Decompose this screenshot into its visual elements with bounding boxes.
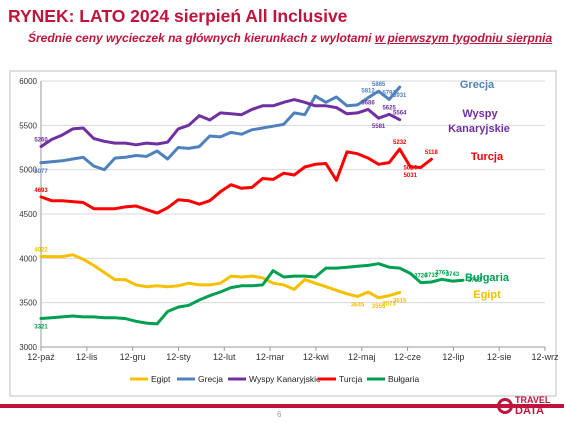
data-label: 3733 [425,273,439,279]
series-line-egipt [39,253,402,300]
data-label: 3321 [34,325,48,331]
data-label: 5024 [403,166,417,172]
x-tick-label: 12-gru [120,352,146,362]
data-label: 3753 [468,278,482,284]
footer-bar [0,404,564,408]
x-tick-label: 12-maj [348,352,376,362]
logo-line1: TRAVEL [515,395,551,405]
series-line-grecja [39,85,402,172]
y-tick-label: 5000 [19,166,37,175]
data-label: 3743 [446,272,460,278]
data-label: 5232 [393,140,407,146]
data-label: 5793 [382,90,396,96]
data-label: 4022 [34,247,48,253]
x-tick-label: 12-lut [213,352,236,362]
data-label: 3555 [372,304,386,310]
data-label: 5581 [372,124,386,130]
series-end-label: Grecja [460,79,495,91]
data-label: 5931 [393,93,407,99]
data-label: 5885 [372,82,386,88]
series-end-label: Turcja [471,151,504,163]
x-tick-label: 12-mar [256,352,285,362]
data-label: 5077 [34,169,48,175]
x-tick-label: 12-lip [442,352,464,362]
data-label: 3763 [435,270,449,276]
chart-legend: Egipt Grecja Wyspy Kanaryjskie Turcja Bułgar… [130,374,419,384]
series-end-label: Kanaryjskie [448,123,510,135]
series-end-label: Egipt [473,289,501,301]
travel-data-logo: TRAVEL DATA [497,394,561,420]
series-line-bułgaria [39,262,465,326]
data-label: 5118 [425,150,439,156]
series-end-label: Bułgaria [465,272,510,284]
legend-label: Turcja [339,374,363,384]
slide-subtitle: Średnie ceny wycieczek na głównych kieru… [28,31,552,45]
data-label: 4693 [34,188,48,194]
legend-label: Egipt [151,374,171,384]
legend-label: Wyspy Kanaryjskie [249,374,321,384]
y-tick-label: 3500 [19,299,37,308]
y-tick-label: 3000 [19,343,37,352]
y-tick-label: 5500 [19,121,37,130]
data-label: 5031 [404,173,418,179]
data-label: 5564 [393,111,407,117]
x-tick-label: 12-sie [487,352,512,362]
data-label: 3645 [351,302,365,308]
data-label: 5625 [382,105,396,111]
y-tick-label: 4000 [19,254,37,263]
data-label: 3573 [382,302,396,308]
series-end-labels: Egipt Grecja Wyspy Kanaryjskie Turcja Bułgari… [448,79,510,301]
x-tick-label: 12-wrz [531,352,559,362]
legend-label: Grecja [198,374,223,384]
page-number: 6 [277,410,282,419]
slide-title: RYNEK: LATO 2024 sierpień All Inclusive [8,6,348,26]
series-line-turcja [39,147,433,215]
logo-ring-icon [497,398,513,414]
y-tick-label: 6000 [19,77,37,86]
legend-label: Bułgaria [388,374,419,384]
subtitle-underlined: w pierwszym tygodniu sierpnia [374,31,553,45]
data-label: 3615 [393,298,407,304]
x-tick-label: 12-lis [76,352,98,362]
x-tick-label: 12-cze [394,352,421,362]
data-label: 5686 [361,100,375,106]
y-tick-label: 4500 [19,210,37,219]
series-lines [39,85,465,326]
x-tick-label: 12-paź [27,352,55,362]
logo-line2: DATA [515,405,544,417]
x-tick-label: 12-sty [166,352,191,362]
series-line-wyspy-kanaryjskie [39,98,402,149]
data-label: 5812 [361,89,375,95]
x-tick-label: 12-kwi [303,352,329,362]
subtitle-text: Średnie ceny wycieczek na głównych kieru… [28,31,375,45]
data-label: 3726 [414,274,428,280]
axes: 3000 3500 4000 4500 5000 5500 6000 12-paź 12-lis… [19,77,559,362]
data-label: 5260 [34,138,48,144]
series-end-label: Wyspy [462,108,498,120]
